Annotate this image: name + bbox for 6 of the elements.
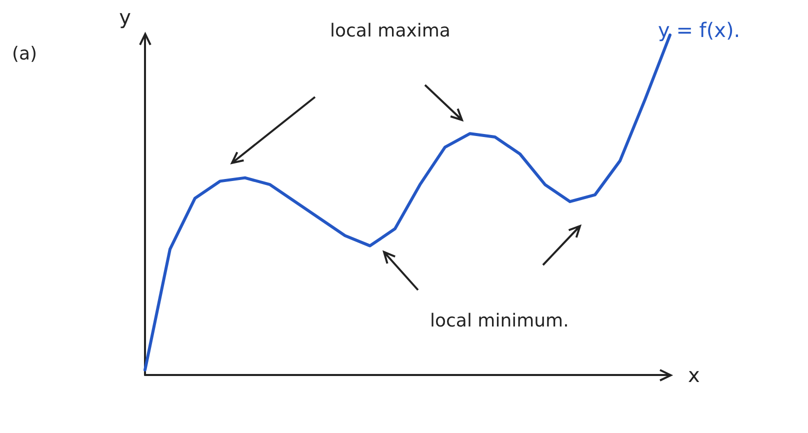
x-axis-title: x (688, 363, 700, 387)
y-axis-title: y (119, 5, 132, 29)
annotation: local minimum. (430, 310, 569, 332)
annotation: local maxima (330, 20, 450, 42)
text: (a) (12, 44, 38, 64)
series-label: y = f(x). (658, 18, 740, 42)
